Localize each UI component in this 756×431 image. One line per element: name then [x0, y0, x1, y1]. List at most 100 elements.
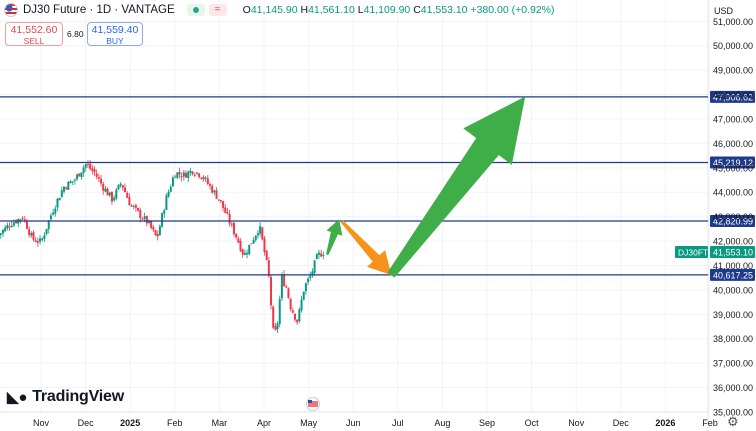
candle-body	[167, 191, 170, 197]
time-tick-label[interactable]: Jul	[392, 418, 404, 428]
time-tick-label[interactable]: Nov	[568, 418, 585, 428]
level-price-tag: 47,906.62	[713, 92, 753, 102]
time-tick-label[interactable]: Jun	[346, 418, 361, 428]
price-tick-label: 43,000.00	[713, 212, 753, 222]
candle-body	[89, 163, 92, 169]
time-tick-label[interactable]: Dec	[78, 418, 95, 428]
buy-label: BUY	[106, 36, 124, 46]
spread-value: 6.80	[67, 29, 84, 39]
candle-body	[49, 215, 52, 220]
candle-body	[106, 188, 109, 196]
candle-body	[43, 235, 46, 239]
candle-body	[185, 172, 188, 178]
candle-body	[287, 288, 290, 298]
price-tick-label: 38,000.00	[713, 334, 753, 344]
candle-body	[95, 173, 98, 177]
candle-body	[219, 199, 222, 202]
symbol-title[interactable]: DJ30 Future · 1D · VANTAGE	[23, 4, 175, 16]
time-tick-label[interactable]: Feb	[167, 418, 183, 428]
time-tick-label[interactable]: Nov	[33, 418, 50, 428]
candle-body	[285, 286, 288, 288]
time-tick-label[interactable]: May	[300, 418, 318, 428]
buy-button[interactable]: 41,559.40 BUY	[87, 22, 143, 46]
symbol-badge: DJ30FT	[678, 247, 708, 257]
symbol-header: DJ30 Future · 1D · VANTAGE ≈ O41,145.90 …	[0, 0, 708, 20]
candle-body	[209, 184, 212, 186]
level-price-tag-bg	[710, 268, 755, 281]
gear-icon[interactable]: ⚙	[727, 414, 739, 429]
candle-body	[93, 169, 96, 173]
forecast-arrow-up-small	[326, 219, 343, 256]
candle-body	[226, 212, 229, 214]
wave-indicator-icon[interactable]: ≈	[208, 4, 227, 16]
time-tick-label[interactable]: Feb	[702, 418, 718, 428]
candle-body	[130, 205, 133, 207]
candle-body	[139, 210, 142, 219]
time-tick-label[interactable]: Apr	[257, 418, 271, 428]
sell-price: 41,552.60	[10, 24, 58, 36]
market-open-status-icon[interactable]	[186, 4, 205, 16]
price-axis[interactable]: 51,000.00 50,000.00 49,000.00 48,000.00 47,0…	[713, 17, 753, 418]
candle-body	[311, 271, 314, 275]
candle-body	[174, 176, 177, 178]
candle-body	[232, 222, 235, 235]
candle-body	[78, 173, 81, 177]
candle-body	[193, 174, 196, 176]
candle-body	[278, 299, 281, 325]
price-tick-label: 46,000.00	[713, 139, 753, 149]
candle-body	[45, 228, 48, 234]
candle-body	[76, 174, 79, 180]
candle-body	[141, 218, 144, 220]
sell-button[interactable]: 41,552.60 SELL	[5, 22, 63, 46]
level-price-tag: 45,219.12	[713, 158, 753, 168]
candle-body	[71, 181, 74, 183]
candle-body	[100, 178, 103, 184]
time-axis[interactable]: Nov Dec 2025 Feb Mar Apr May Jun Jul Aug Sep Oct Nov…	[33, 418, 718, 428]
candle-body	[272, 306, 275, 328]
candle-body	[73, 179, 76, 181]
candle-body	[34, 240, 37, 242]
candle-body	[243, 252, 246, 255]
candle-body	[4, 227, 7, 232]
candle-body	[217, 199, 220, 201]
currency-label[interactable]: USD	[714, 6, 734, 16]
candle-body	[256, 233, 259, 236]
time-tick-label[interactable]: Mar	[212, 418, 228, 428]
time-tick-label[interactable]: Aug	[434, 418, 450, 428]
price-tick-label: 49,000.00	[713, 66, 753, 76]
candle-body	[191, 171, 194, 175]
last-price-tag-bg	[710, 245, 755, 258]
candle-body	[132, 205, 135, 207]
tradingview-logo[interactable]: ◣● TradingView	[7, 388, 124, 406]
forecast-arrow-up-large	[387, 96, 526, 278]
candle-body	[137, 207, 140, 211]
candle-body	[267, 260, 270, 277]
ohlc-close: 41,553.10	[420, 4, 468, 16]
candle-body	[304, 283, 307, 292]
candle-body	[237, 238, 240, 243]
event-markers	[306, 397, 320, 411]
candle-body	[54, 208, 57, 214]
time-tick-label[interactable]: Oct	[525, 418, 540, 428]
time-tick-label[interactable]: Dec	[613, 418, 630, 428]
candle-body	[224, 207, 227, 213]
candle-body	[187, 171, 190, 179]
time-tick-label[interactable]: Sep	[479, 418, 495, 428]
candle-body	[241, 249, 244, 255]
time-tick-label[interactable]: 2025	[120, 418, 140, 428]
candle-body	[119, 183, 122, 186]
candle-body	[198, 173, 201, 178]
candle-body	[204, 177, 207, 179]
candle-body	[152, 227, 155, 230]
price-tick-label: 41,000.00	[713, 261, 753, 271]
candle-body	[10, 225, 13, 227]
candle-body	[246, 252, 249, 255]
candle-body	[283, 274, 286, 287]
time-tick-label[interactable]: 2026	[655, 418, 675, 428]
candle-body	[86, 164, 89, 166]
price-tick-label: 42,000.00	[713, 237, 753, 247]
candle-body	[28, 229, 31, 235]
candle-body	[147, 220, 150, 224]
candle-body	[158, 226, 161, 236]
